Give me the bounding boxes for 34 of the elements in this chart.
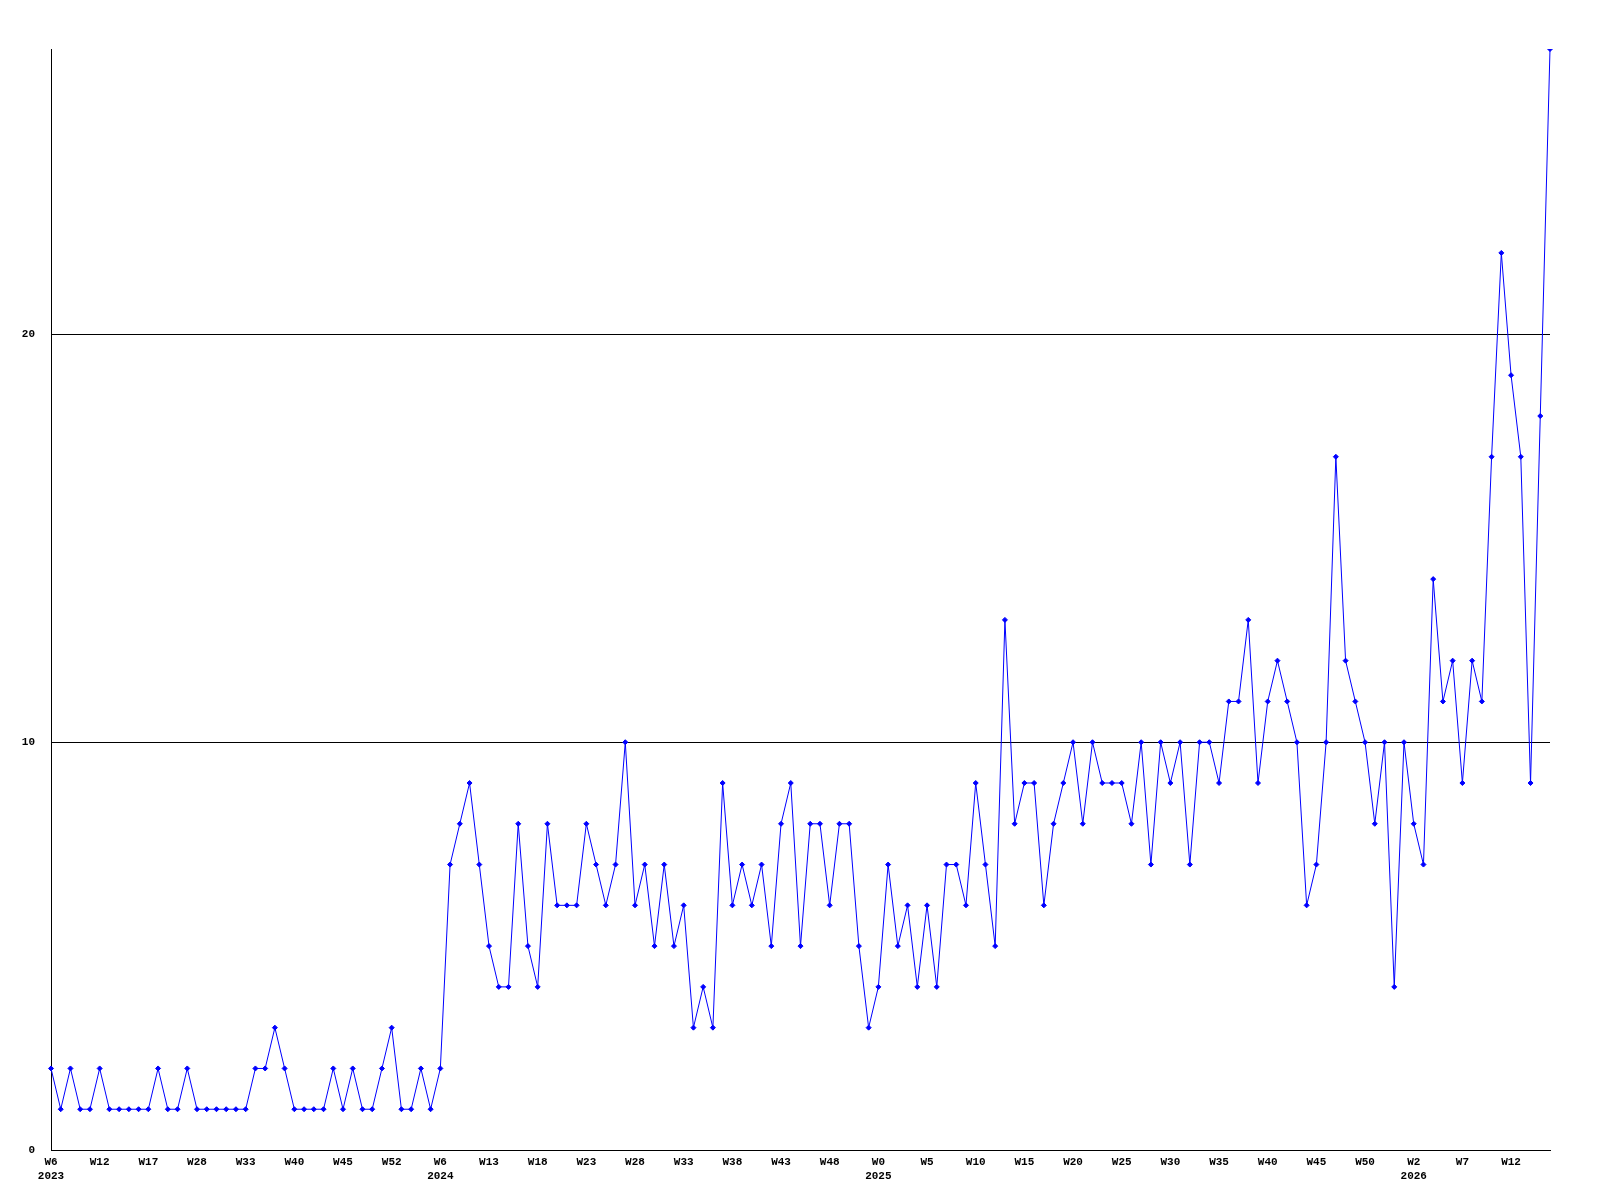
x-tick-label: W15 bbox=[1014, 1156, 1035, 1169]
x-tick-label: W28 bbox=[625, 1156, 646, 1169]
x-tick-label: W30 bbox=[1160, 1156, 1181, 1169]
x-tick-label: W40 bbox=[284, 1156, 305, 1169]
x-tick-label: W25 bbox=[1111, 1156, 1133, 1169]
x-tick-label: W28 bbox=[187, 1156, 208, 1169]
x-tick-label: W13 bbox=[479, 1156, 500, 1169]
y-tick-label: 0 bbox=[28, 1143, 35, 1156]
y-tick-label: 20 bbox=[21, 328, 35, 341]
x-tick-label: W18 bbox=[527, 1156, 548, 1169]
x-tick-label: W33 bbox=[673, 1156, 694, 1169]
x-tick-label: W17 bbox=[138, 1156, 159, 1169]
x-tick-label: W7 bbox=[1455, 1156, 1469, 1169]
x-tick-label: W50 bbox=[1355, 1156, 1375, 1169]
x-tick-label: W5 bbox=[920, 1156, 935, 1169]
x-tick-label: W12 bbox=[89, 1156, 110, 1169]
x-tick-label: W40 bbox=[1257, 1156, 1278, 1169]
x-tick-label: W0 2025 bbox=[865, 1156, 892, 1182]
x-tick-label: W6 2023 bbox=[37, 1156, 65, 1182]
x-tick-label: W10 bbox=[965, 1156, 986, 1169]
x-tick-label: W12 bbox=[1501, 1156, 1521, 1169]
x-tick-label: W20 bbox=[1063, 1156, 1083, 1169]
x-tick-label: W33 bbox=[235, 1156, 256, 1169]
x-tick-label: W48 bbox=[819, 1156, 840, 1169]
x-tick-label: W35 bbox=[1209, 1156, 1230, 1169]
x-tick-label: W43 bbox=[771, 1156, 792, 1169]
x-tick-label: W2 2026 bbox=[1400, 1156, 1427, 1182]
y-tick-label: 10 bbox=[21, 735, 35, 748]
x-tick-label: W38 bbox=[722, 1156, 743, 1169]
x-tick-label: W23 bbox=[576, 1156, 597, 1169]
x-tick-label: W52 bbox=[381, 1156, 402, 1169]
x-tick-label: W45 bbox=[1306, 1156, 1327, 1169]
x-tick-label: W6 2024 bbox=[427, 1156, 454, 1182]
x-tick-label: W45 bbox=[333, 1156, 354, 1169]
